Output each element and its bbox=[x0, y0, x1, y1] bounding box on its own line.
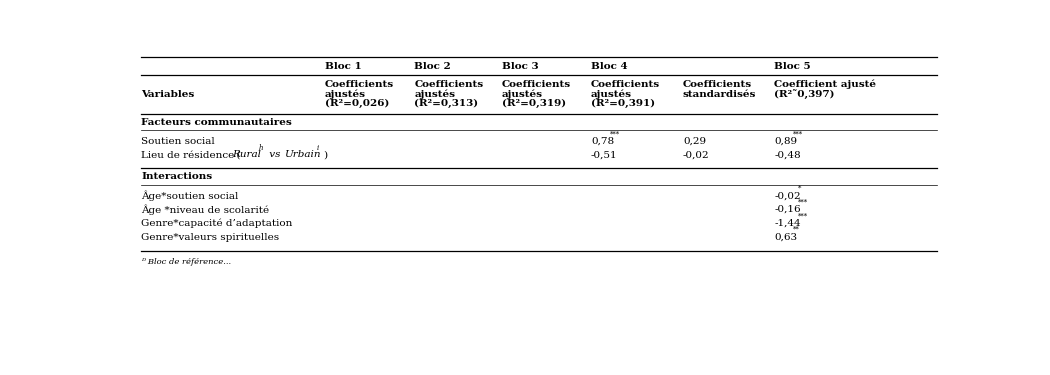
Text: Âge *niveau de scolarité: Âge *niveau de scolarité bbox=[141, 204, 269, 215]
Text: Âge*soutien social: Âge*soutien social bbox=[141, 191, 238, 201]
Text: Interactions: Interactions bbox=[141, 172, 212, 182]
Text: ***: *** bbox=[793, 130, 803, 138]
Text: *: * bbox=[798, 185, 801, 193]
Text: Genre*valeurs spirituelles: Genre*valeurs spirituelles bbox=[141, 232, 279, 242]
Text: ajustés: ajustés bbox=[415, 89, 456, 99]
Text: Bloc 4: Bloc 4 bbox=[591, 63, 628, 72]
Text: Bloc 2: Bloc 2 bbox=[415, 63, 452, 72]
Text: ): ) bbox=[323, 150, 328, 159]
Text: Bloc 5: Bloc 5 bbox=[774, 63, 811, 72]
Text: Coefficients: Coefficients bbox=[415, 80, 484, 89]
Text: (R²=0,391): (R²=0,391) bbox=[591, 99, 655, 108]
Text: (R²˜0,397): (R²˜0,397) bbox=[774, 89, 835, 99]
Text: Bloc 1: Bloc 1 bbox=[324, 63, 361, 72]
Text: Rural: Rural bbox=[232, 150, 261, 159]
Text: Coefficient ajusté: Coefficient ajusté bbox=[774, 80, 876, 89]
Text: (R²=0,026): (R²=0,026) bbox=[324, 99, 390, 108]
Text: Genre*capacité d’adaptation: Genre*capacité d’adaptation bbox=[141, 219, 292, 228]
Text: h: h bbox=[258, 144, 262, 152]
Text: -0,51: -0,51 bbox=[591, 150, 617, 159]
Text: i: i bbox=[317, 144, 319, 152]
Text: 0,89: 0,89 bbox=[774, 137, 797, 146]
Text: Bloc 3: Bloc 3 bbox=[502, 63, 539, 72]
Text: ᴰ Bloc de référence...: ᴰ Bloc de référence... bbox=[141, 258, 231, 265]
Text: ***: *** bbox=[798, 198, 807, 206]
Text: Urbain: Urbain bbox=[285, 150, 320, 159]
Text: -0,48: -0,48 bbox=[774, 150, 801, 159]
Text: Coefficients: Coefficients bbox=[324, 80, 394, 89]
Text: Soutien social: Soutien social bbox=[141, 137, 215, 146]
Text: 0,29: 0,29 bbox=[682, 137, 706, 146]
Text: standardisés: standardisés bbox=[682, 90, 756, 99]
Text: (R²=0,313): (R²=0,313) bbox=[415, 99, 479, 108]
Text: ***: *** bbox=[798, 212, 807, 220]
Text: Coefficients: Coefficients bbox=[502, 80, 570, 89]
Text: Facteurs communautaires: Facteurs communautaires bbox=[141, 118, 292, 127]
Text: Variables: Variables bbox=[141, 90, 194, 99]
Text: Coefficients: Coefficients bbox=[591, 80, 660, 89]
Text: -0,02: -0,02 bbox=[682, 150, 710, 159]
Text: ajustés: ajustés bbox=[502, 89, 543, 99]
Text: -0,16: -0,16 bbox=[774, 205, 801, 214]
Text: ajustés: ajustés bbox=[324, 89, 365, 99]
Text: -1,44: -1,44 bbox=[774, 219, 801, 228]
Text: ***: *** bbox=[610, 130, 620, 138]
Text: 0,78: 0,78 bbox=[591, 137, 614, 146]
Text: ajustés: ajustés bbox=[591, 89, 632, 99]
Text: **: ** bbox=[793, 226, 800, 234]
Text: -0,02: -0,02 bbox=[774, 192, 801, 201]
Text: Lieu de résidence (: Lieu de résidence ( bbox=[141, 150, 240, 159]
Text: 0,63: 0,63 bbox=[774, 232, 797, 242]
Text: Coefficients: Coefficients bbox=[682, 80, 752, 89]
Text: vs: vs bbox=[267, 150, 282, 159]
Text: (R²=0,319): (R²=0,319) bbox=[502, 99, 566, 108]
